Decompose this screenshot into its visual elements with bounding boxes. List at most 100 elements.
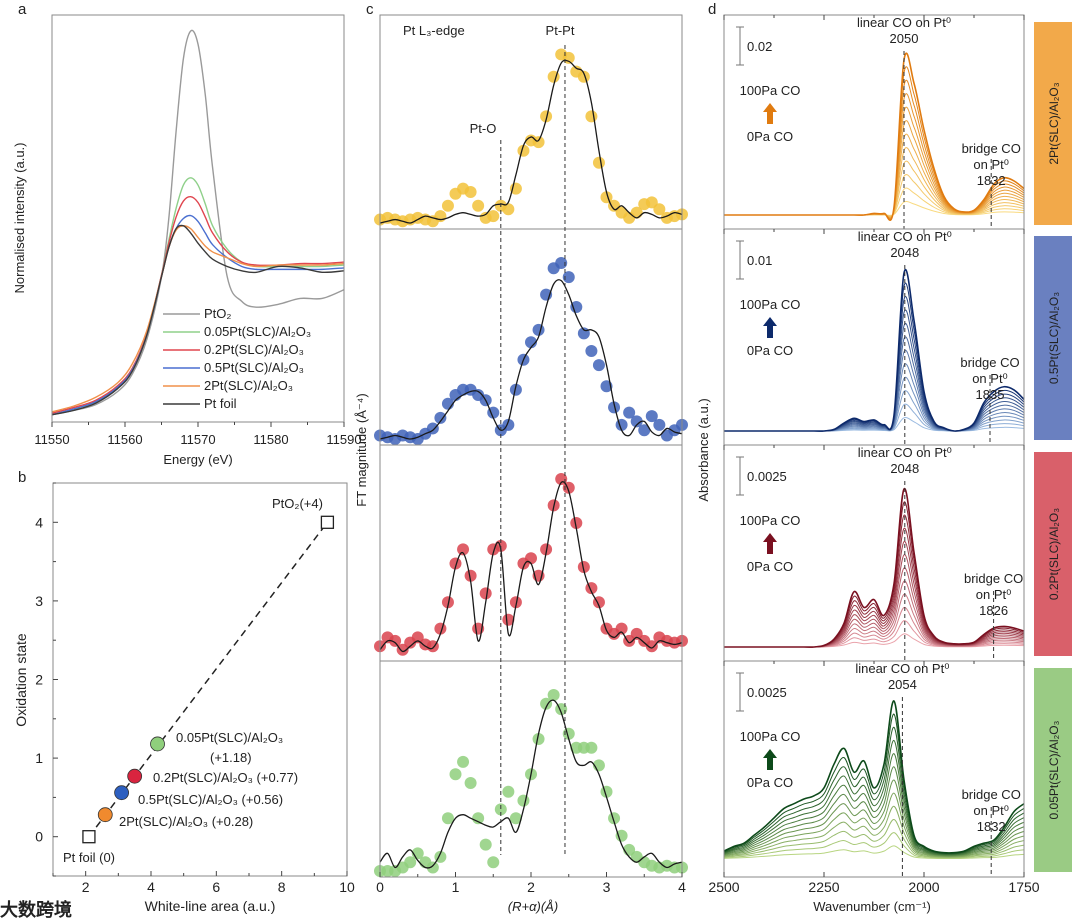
pressure-high-label: 100Pa CO <box>740 83 801 98</box>
series-line <box>51 224 345 416</box>
bridge-co-peak: 1832 <box>977 819 1006 834</box>
y-tick-label: 0 <box>35 829 43 845</box>
x-axis-label: (R+α)(Å) <box>508 899 558 914</box>
data-dot <box>585 345 598 357</box>
sample-side-label: 0.5Pt(SLC)/Al₂O₃ <box>1047 292 1061 384</box>
linear-co-label: linear CO on Pt⁰ <box>858 229 952 244</box>
data-dot <box>585 110 598 123</box>
bridge-co-peak: 1835 <box>976 387 1005 402</box>
data-dot <box>630 627 643 640</box>
point-label: 0.2Pt(SLC)/Al₂O₃ (+0.77) <box>153 770 298 785</box>
ft-subpanel <box>374 228 688 446</box>
bridge-co-peak: 1826 <box>979 603 1008 618</box>
x-tick-label: 2250 <box>808 879 839 895</box>
legend-label: PtO₂ <box>204 306 231 321</box>
data-point-square <box>82 830 96 844</box>
x-tick-label: 11550 <box>34 432 69 447</box>
data-dot <box>441 812 454 825</box>
data-dot <box>570 517 583 529</box>
point-label: (+1.18) <box>210 750 252 765</box>
sample-side-label: 2Pt(SLC)/Al₂O₃ <box>1047 82 1061 164</box>
x-tick-label: 1750 <box>1008 879 1039 895</box>
linear-co-label: linear CO on Pt⁰ <box>858 445 952 460</box>
pressure-low-label: 0Pa CO <box>747 775 793 790</box>
data-point-circle <box>150 736 165 752</box>
data-dot <box>532 323 545 336</box>
data-dot <box>449 768 462 781</box>
panel-label-c: c <box>366 1 374 18</box>
data-dot <box>638 424 651 437</box>
spectrum-line <box>723 779 1025 857</box>
data-dot <box>479 587 492 600</box>
watermark-logo: 大数跨境 <box>0 899 72 918</box>
data-dot <box>479 838 492 851</box>
x-tick-label: 4 <box>678 879 686 895</box>
y-tick-label: 1 <box>35 750 43 766</box>
data-dot <box>615 829 628 842</box>
data-dot <box>653 418 666 431</box>
pressure-low-label: 0Pa CO <box>747 559 793 574</box>
data-dot <box>494 803 507 816</box>
x-axis-label: Wavenumber (cm⁻¹) <box>813 899 931 914</box>
spectrum-line <box>723 832 1025 859</box>
data-dot <box>547 689 560 701</box>
bridge-co-label: bridge CO <box>962 787 1021 802</box>
x-tick-label: 2 <box>82 879 90 895</box>
x-axis-label: White-line area (a.u.) <box>145 898 276 914</box>
spectrum-line <box>724 52 1025 221</box>
x-tick-label: 1 <box>452 879 460 895</box>
data-dot <box>502 785 515 798</box>
pressure-high-label: 100Pa CO <box>740 513 801 528</box>
ft-subpanel <box>374 14 688 230</box>
data-dot <box>585 741 598 754</box>
data-dot <box>525 336 537 349</box>
x-tick-label: 4 <box>147 879 155 895</box>
sample-side-band <box>1034 452 1072 656</box>
data-dot <box>396 643 409 656</box>
edge-annotation: Pt L₃-edge <box>403 23 465 38</box>
scale-bar-label: 0.02 <box>747 39 772 54</box>
series-line <box>51 177 345 416</box>
data-dot <box>487 210 500 223</box>
linear-co-peak: 2048 <box>890 461 919 476</box>
linear-co-peak: 2050 <box>890 31 919 46</box>
arrow-up-icon <box>763 533 777 554</box>
spectrum-line <box>723 700 1025 854</box>
scale-bar-label: 0.01 <box>747 253 772 268</box>
spectrum-line <box>723 739 1025 855</box>
plot-frame <box>379 14 683 230</box>
x-tick-label: 2500 <box>708 879 739 895</box>
data-dot <box>540 110 553 123</box>
data-dot <box>441 199 454 212</box>
point-label: 2Pt(SLC)/Al₂O₃ (+0.28) <box>119 814 253 829</box>
y-tick-label: 4 <box>35 514 43 530</box>
pressure-high-label: 100Pa CO <box>740 297 801 312</box>
data-dot <box>464 569 477 582</box>
data-dot <box>472 812 485 825</box>
y-axis-label: FT magnitude (Å⁻⁴) <box>354 393 369 506</box>
legend-label: 0.5Pt(SLC)/Al₂O₃ <box>204 360 304 375</box>
bridge-co-label: bridge CO <box>964 571 1023 586</box>
point-label: 0.05Pt(SLC)/Al₂O₃ <box>176 730 283 745</box>
data-dot <box>540 697 553 710</box>
x-tick-label: 11570 <box>180 432 215 447</box>
data-dot <box>562 271 575 284</box>
pressure-low-label: 0Pa CO <box>747 343 793 358</box>
data-dot <box>464 777 477 789</box>
x-tick-label: 11580 <box>253 432 288 447</box>
data-dot <box>457 543 470 556</box>
data-dot <box>592 359 605 372</box>
scale-bar-label: 0.0025 <box>747 685 787 700</box>
data-dot <box>615 622 628 635</box>
data-dot <box>577 70 590 83</box>
linear-co-label: linear CO on Pt⁰ <box>855 661 949 676</box>
pt-pt-annotation: Pt-Pt <box>546 23 575 38</box>
bridge-co-on-label: on Pt⁰ <box>973 803 1009 818</box>
x-tick-label: 2 <box>527 879 535 895</box>
x-tick-label: 6 <box>212 879 220 895</box>
x-tick-label: 11590 <box>326 432 361 447</box>
pressure-high-label: 100Pa CO <box>740 729 801 744</box>
